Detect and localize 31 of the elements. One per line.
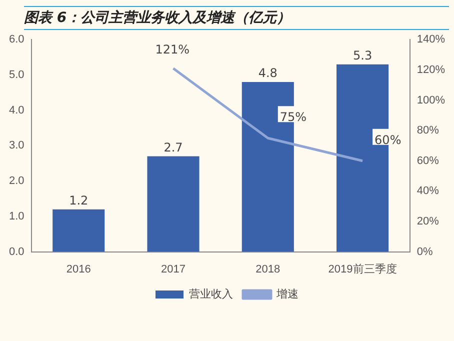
y-tick-label: 6.0 — [8, 34, 24, 46]
y2-tick-label: 40% — [416, 185, 440, 198]
y-tick-label: 0.0 — [8, 246, 24, 258]
x-tick-label: 2018 — [256, 263, 280, 276]
data-label: 1.2 — [69, 193, 88, 208]
data-label: 60% — [374, 132, 402, 147]
y-tick-label: 4.0 — [8, 104, 24, 116]
y-tick-label: 3.0 — [8, 140, 24, 152]
y-tick-label: 5.0 — [8, 69, 24, 81]
y2-tick-label: 60% — [416, 154, 440, 167]
y2-tick-label: 100% — [416, 94, 446, 106]
legend-label: 增速 — [276, 288, 298, 301]
chart-title: 图表 6：公司主营业务收入及增速（亿元） — [24, 6, 449, 30]
data-label: 4.8 — [258, 66, 278, 80]
x-tick-label: 2017 — [161, 263, 186, 276]
data-label: 75% — [280, 110, 307, 124]
legend-label: 营业收入 — [189, 288, 233, 301]
bar — [52, 209, 105, 252]
y2-tick-label: 80% — [416, 124, 440, 137]
y2-tick-label: 140% — [416, 34, 446, 46]
data-label: 2.7 — [164, 140, 183, 154]
y2-tick-label: 20% — [416, 216, 440, 228]
y-tick-label: 1.0 — [8, 210, 24, 222]
y2-tick-label: 120% — [416, 64, 446, 76]
x-tick-label: 2016 — [66, 263, 91, 276]
data-label: 121% — [155, 42, 190, 57]
data-label: 5.3 — [352, 48, 372, 62]
x-tick-label: 2019前三季度 — [328, 262, 397, 276]
bar — [147, 156, 200, 252]
y-tick-label: 2.0 — [8, 175, 24, 188]
y2-tick-label: 0% — [416, 246, 433, 258]
